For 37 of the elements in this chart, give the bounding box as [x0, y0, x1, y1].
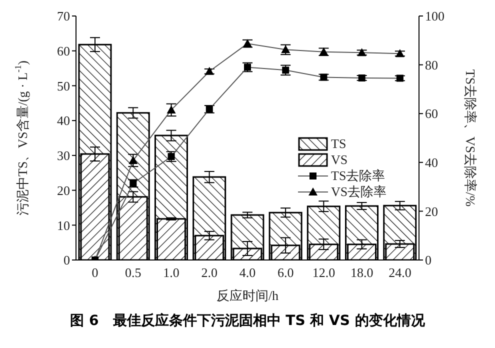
- x-tick-label: 0.5: [125, 265, 142, 280]
- x-tick-label: 18.0: [350, 265, 374, 280]
- y-tick-label: 50: [57, 78, 70, 94]
- y-tick-label: 0: [64, 252, 70, 268]
- x-tick-label: 6.0: [277, 265, 294, 280]
- x-tick-label: 2.0: [201, 265, 218, 280]
- y2-tick-label: 60: [425, 106, 438, 122]
- point: [358, 74, 366, 82]
- y2-tick-label: 100: [425, 8, 444, 24]
- y-tick-label: 40: [57, 113, 70, 128]
- x-tick-label: 1.0: [163, 265, 180, 280]
- y-tick-label: 70: [57, 8, 70, 24]
- legend-label: VS去除率: [331, 183, 387, 201]
- y2-axis-title: TS去除率、VS去除率/%: [463, 69, 478, 207]
- y2-tick-label: 0: [425, 252, 432, 268]
- point: [396, 74, 404, 82]
- x-axis-title: 反应时间/h: [216, 288, 280, 303]
- y-tick-label: 20: [57, 182, 70, 198]
- x-tick-label: 12.0: [312, 265, 336, 280]
- point: [206, 106, 213, 113]
- x-tick-label: 24.0: [388, 265, 412, 280]
- point: [320, 74, 328, 81]
- y2-tick-label: 80: [425, 57, 438, 72]
- y-tick-label: 60: [57, 43, 70, 58]
- point: [166, 105, 176, 114]
- x-tick-label: 4.0: [239, 265, 256, 280]
- legend-label: TS去除率: [331, 167, 386, 185]
- point: [130, 180, 137, 187]
- y-tick-label: 10: [57, 218, 70, 233]
- y2-tick-label: 40: [425, 155, 438, 170]
- y-tick-label: 30: [57, 148, 70, 164]
- legend-label: TS: [331, 136, 346, 152]
- point: [128, 156, 138, 164]
- x-tick-label: 0: [92, 265, 98, 280]
- text: 图 6 最佳反应条件下污泥固相中 TS 和 VS 的变化情况: [69, 312, 426, 330]
- y2-tick-label: 20: [425, 204, 438, 219]
- legend-label: VS: [331, 152, 348, 168]
